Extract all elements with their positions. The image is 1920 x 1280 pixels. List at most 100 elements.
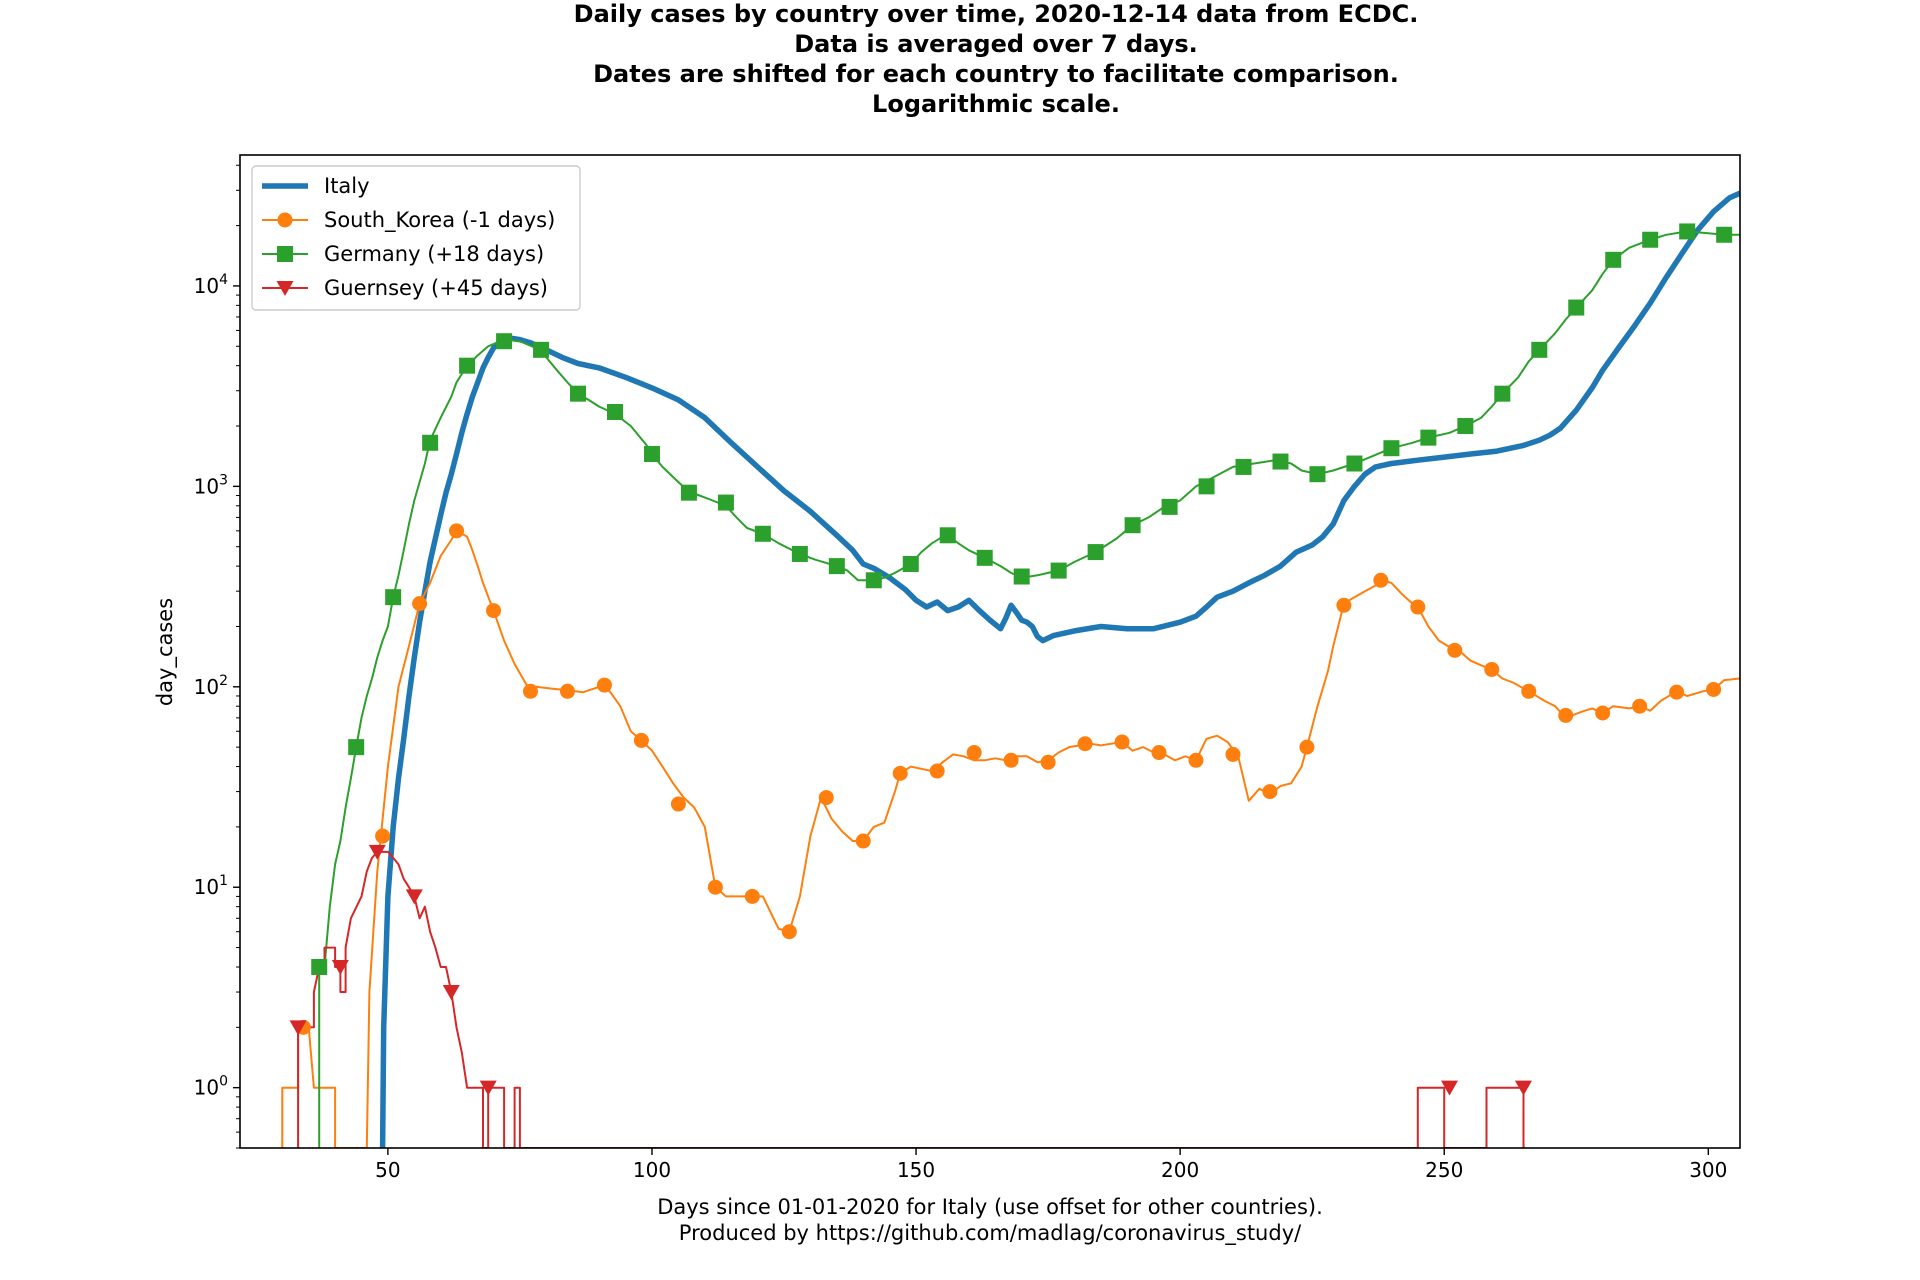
data-point-south-korea-1-days [1484, 661, 1500, 677]
x-tick-label: 50 [375, 1158, 400, 1182]
data-point-south-korea-1-days [412, 596, 428, 612]
series-line-guernsey-45-days [297, 850, 1525, 1148]
legend-label: Germany (+18 days) [324, 242, 544, 266]
marker-layer [289, 223, 1733, 1096]
data-point-germany-18-days [459, 357, 476, 374]
data-point-germany-18-days [385, 589, 402, 606]
data-point-germany-18-days [1531, 341, 1548, 358]
x-tick-label: 300 [1689, 1158, 1727, 1182]
data-point-germany-18-days [643, 446, 660, 463]
data-point-guernsey-45-days [289, 1020, 307, 1036]
legend-box [251, 165, 581, 311]
data-point-germany-18-days [570, 385, 587, 402]
x-tick-label: 200 [1161, 1158, 1199, 1182]
data-point-south-korea-1-days [1151, 745, 1167, 761]
data-point-germany-18-days [1161, 498, 1178, 515]
y-tick-label: 103 [194, 472, 228, 498]
data-point-germany-18-days [422, 434, 439, 451]
data-point-germany-18-days [791, 545, 808, 562]
legend-label: Guernsey (+45 days) [324, 276, 548, 300]
x-axis-label-line-1: Days since 01-01-2020 for Italy (use off… [657, 1195, 1323, 1219]
data-point-germany-18-days [828, 558, 845, 575]
data-point-germany-18-days [496, 333, 513, 350]
data-point-germany-18-days [1679, 223, 1696, 240]
data-point-guernsey-45-days [405, 889, 423, 905]
legend-label: South_Korea (-1 days) [324, 208, 555, 233]
data-point-south-korea-1-days [1188, 752, 1204, 768]
y-tick-label: 101 [194, 873, 228, 899]
data-point-germany-18-days [1013, 568, 1030, 585]
data-point-south-korea-1-days [1447, 642, 1463, 658]
legend: Italy South_Korea (-1 days) Germany (+18 d… [251, 165, 581, 311]
data-point-germany-18-days [1235, 458, 1252, 475]
data-point-germany-18-days [533, 341, 550, 358]
x-axis: 50 100 150 200 250 300 [375, 1148, 1727, 1182]
data-point-south-korea-1-days [596, 677, 612, 693]
title-line-3: Dates are shifted for each country to fa… [593, 60, 1399, 88]
title-line-1: Daily cases by country over time, 2020-1… [574, 0, 1419, 28]
x-axis-label-line-2: Produced by https://github.com/madlag/co… [679, 1221, 1302, 1246]
data-point-germany-18-days [607, 403, 623, 420]
data-point-germany-18-days [865, 572, 882, 589]
plot-frame [239, 154, 1741, 1149]
data-point-south-korea-1-days [781, 924, 797, 940]
legend-label: Italy [324, 174, 370, 198]
data-point-south-korea-1-days [559, 683, 575, 699]
data-point-germany-18-days [1198, 478, 1215, 495]
data-point-germany-18-days [1383, 440, 1400, 457]
data-point-south-korea-1-days [1003, 752, 1019, 768]
y-axis-label: day_cases [153, 598, 178, 706]
data-point-germany-18-days [976, 549, 993, 566]
x-tick-label: 250 [1425, 1158, 1463, 1182]
data-point-germany-18-days [1050, 562, 1067, 579]
data-point-south-korea-1-days [1299, 739, 1315, 755]
legend-swatch-marker [277, 246, 293, 262]
legend-item-guernsey-45-days: Guernsey (+45 days) [262, 276, 548, 300]
data-point-south-korea-1-days [1632, 698, 1648, 714]
data-point-south-korea-1-days [892, 765, 908, 781]
data-point-guernsey-45-days [1441, 1080, 1459, 1096]
data-point-south-korea-1-days [818, 790, 834, 806]
data-point-south-korea-1-days [744, 888, 760, 904]
legend-item-south-korea-1-days: South_Korea (-1 days) [262, 208, 555, 233]
title-line-4: Logarithmic scale. [872, 90, 1120, 118]
legend-item-italy: Italy [262, 174, 370, 198]
data-point-germany-18-days [680, 484, 697, 501]
data-point-guernsey-45-days [442, 985, 460, 1001]
data-point-south-korea-1-days [1077, 736, 1093, 752]
x-tick-label: 150 [897, 1158, 935, 1182]
data-point-south-korea-1-days [1225, 746, 1241, 762]
data-point-germany-18-days [939, 527, 956, 544]
data-point-guernsey-45-days [1514, 1080, 1532, 1096]
data-point-south-korea-1-days [449, 523, 465, 539]
data-point-south-korea-1-days [633, 732, 649, 748]
data-point-germany-18-days [1716, 226, 1733, 243]
data-point-south-korea-1-days [1706, 681, 1722, 697]
data-point-south-korea-1-days [1595, 705, 1611, 721]
data-point-germany-18-days [311, 958, 328, 975]
data-point-south-korea-1-days [375, 828, 391, 844]
data-point-south-korea-1-days [1336, 597, 1352, 613]
data-point-germany-18-days [1494, 385, 1511, 402]
legend-swatch-marker [277, 212, 293, 228]
data-point-germany-18-days [1457, 418, 1474, 435]
data-point-germany-18-days [754, 525, 771, 542]
data-point-south-korea-1-days [1558, 707, 1574, 723]
data-point-germany-18-days [1420, 429, 1437, 446]
data-point-south-korea-1-days [670, 796, 686, 812]
data-point-germany-18-days [902, 555, 919, 572]
data-point-south-korea-1-days [966, 745, 982, 761]
data-point-south-korea-1-days [929, 763, 945, 779]
data-point-germany-18-days [1309, 466, 1326, 483]
data-point-guernsey-45-days [331, 959, 349, 975]
y-axis: 100 101 102 103 104 [194, 164, 240, 1149]
data-point-guernsey-45-days [368, 844, 386, 860]
data-point-south-korea-1-days [522, 683, 538, 699]
data-point-germany-18-days [348, 739, 365, 756]
y-tick-label: 104 [194, 272, 228, 298]
y-tick-label: 100 [194, 1074, 228, 1100]
data-point-germany-18-days [1124, 517, 1141, 534]
data-point-germany-18-days [1568, 299, 1585, 316]
data-point-germany-18-days [1346, 455, 1363, 472]
